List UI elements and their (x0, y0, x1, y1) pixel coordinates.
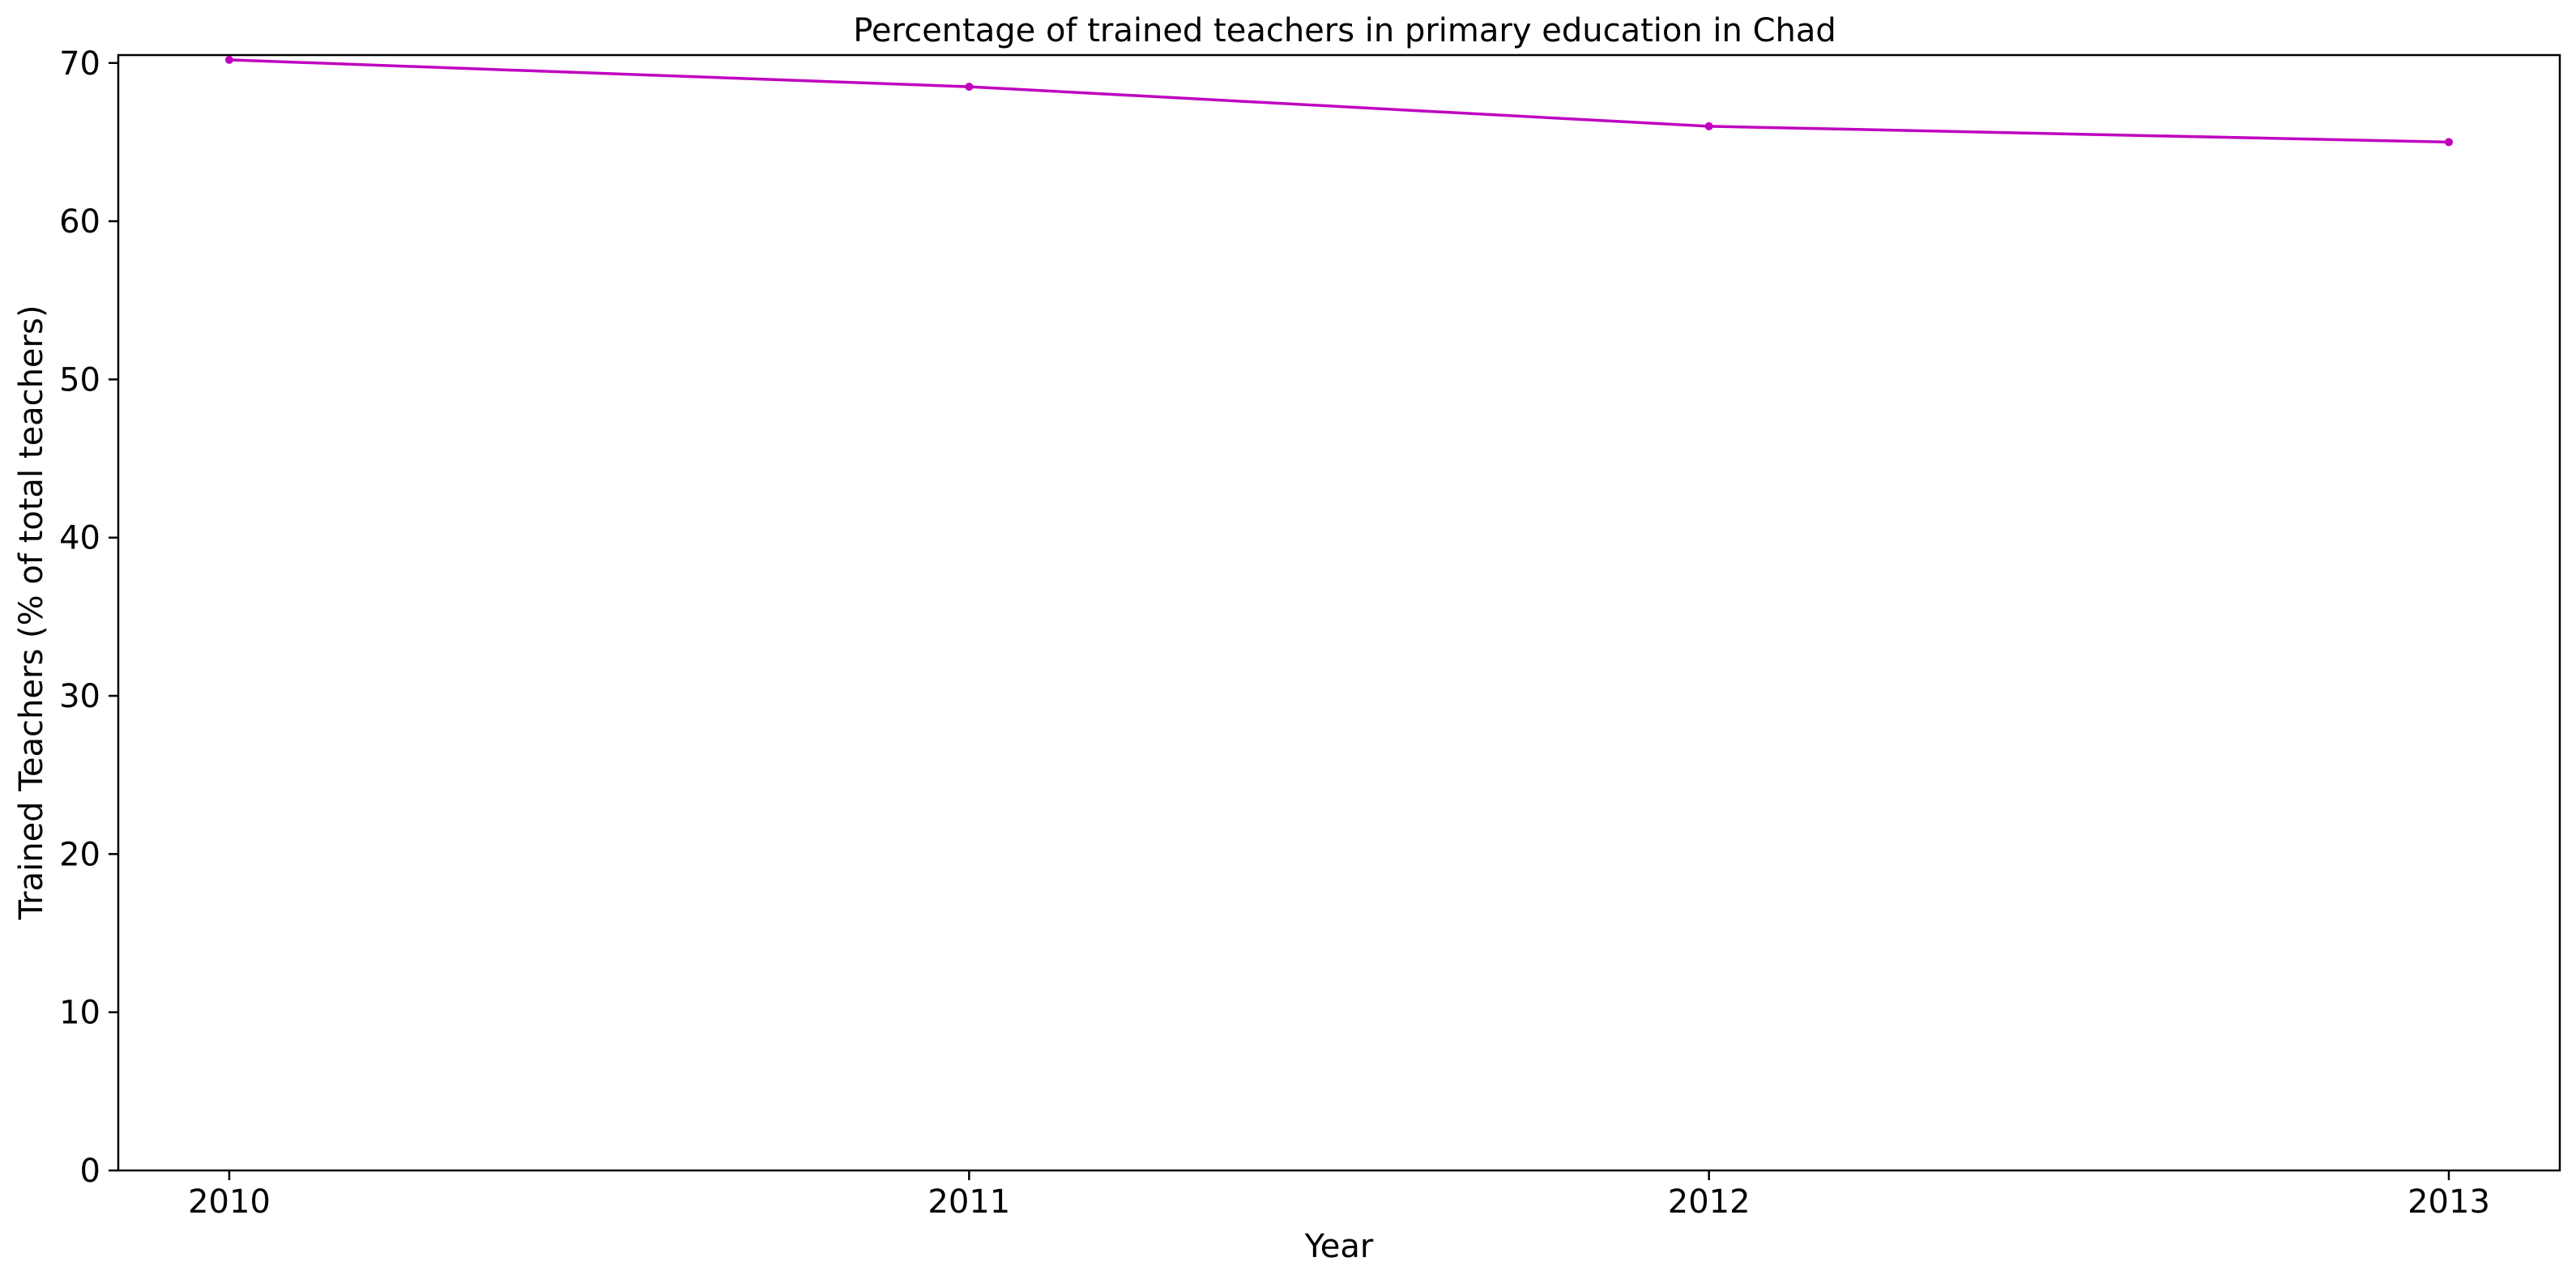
x-tick-label: 2013 (2408, 1183, 2490, 1221)
x-axis: 2010 2011 2012 2013 (188, 1170, 2490, 1221)
data-point (225, 55, 233, 64)
y-tick-label: 40 (59, 520, 100, 557)
series-line (228, 58, 2450, 144)
x-tick-label: 2010 (188, 1183, 271, 1221)
data-point (2445, 138, 2453, 147)
plot-area-frame (117, 53, 2561, 1172)
y-axis-label: Trained Teachers (% of total teachers) (13, 305, 50, 921)
y-tick-label: 10 (59, 995, 100, 1032)
x-tick-label: 2011 (928, 1183, 1010, 1221)
data-point (965, 83, 974, 92)
y-tick-label: 0 (80, 1153, 100, 1190)
y-tick-label: 50 (59, 361, 100, 399)
y-tick-label: 30 (59, 678, 100, 715)
x-axis-label: Year (1304, 1228, 1374, 1265)
x-tick-label: 2012 (1668, 1183, 1751, 1221)
data-point (1704, 122, 1713, 130)
y-tick-label: 70 (59, 45, 100, 83)
chart-title: Percentage of trained teachers in primar… (853, 12, 1836, 49)
y-tick-label: 20 (59, 836, 100, 873)
y-tick-label: 60 (59, 203, 100, 241)
series-layer (225, 55, 2453, 147)
y-axis: 0 10 20 30 40 50 60 70 (59, 45, 118, 1190)
